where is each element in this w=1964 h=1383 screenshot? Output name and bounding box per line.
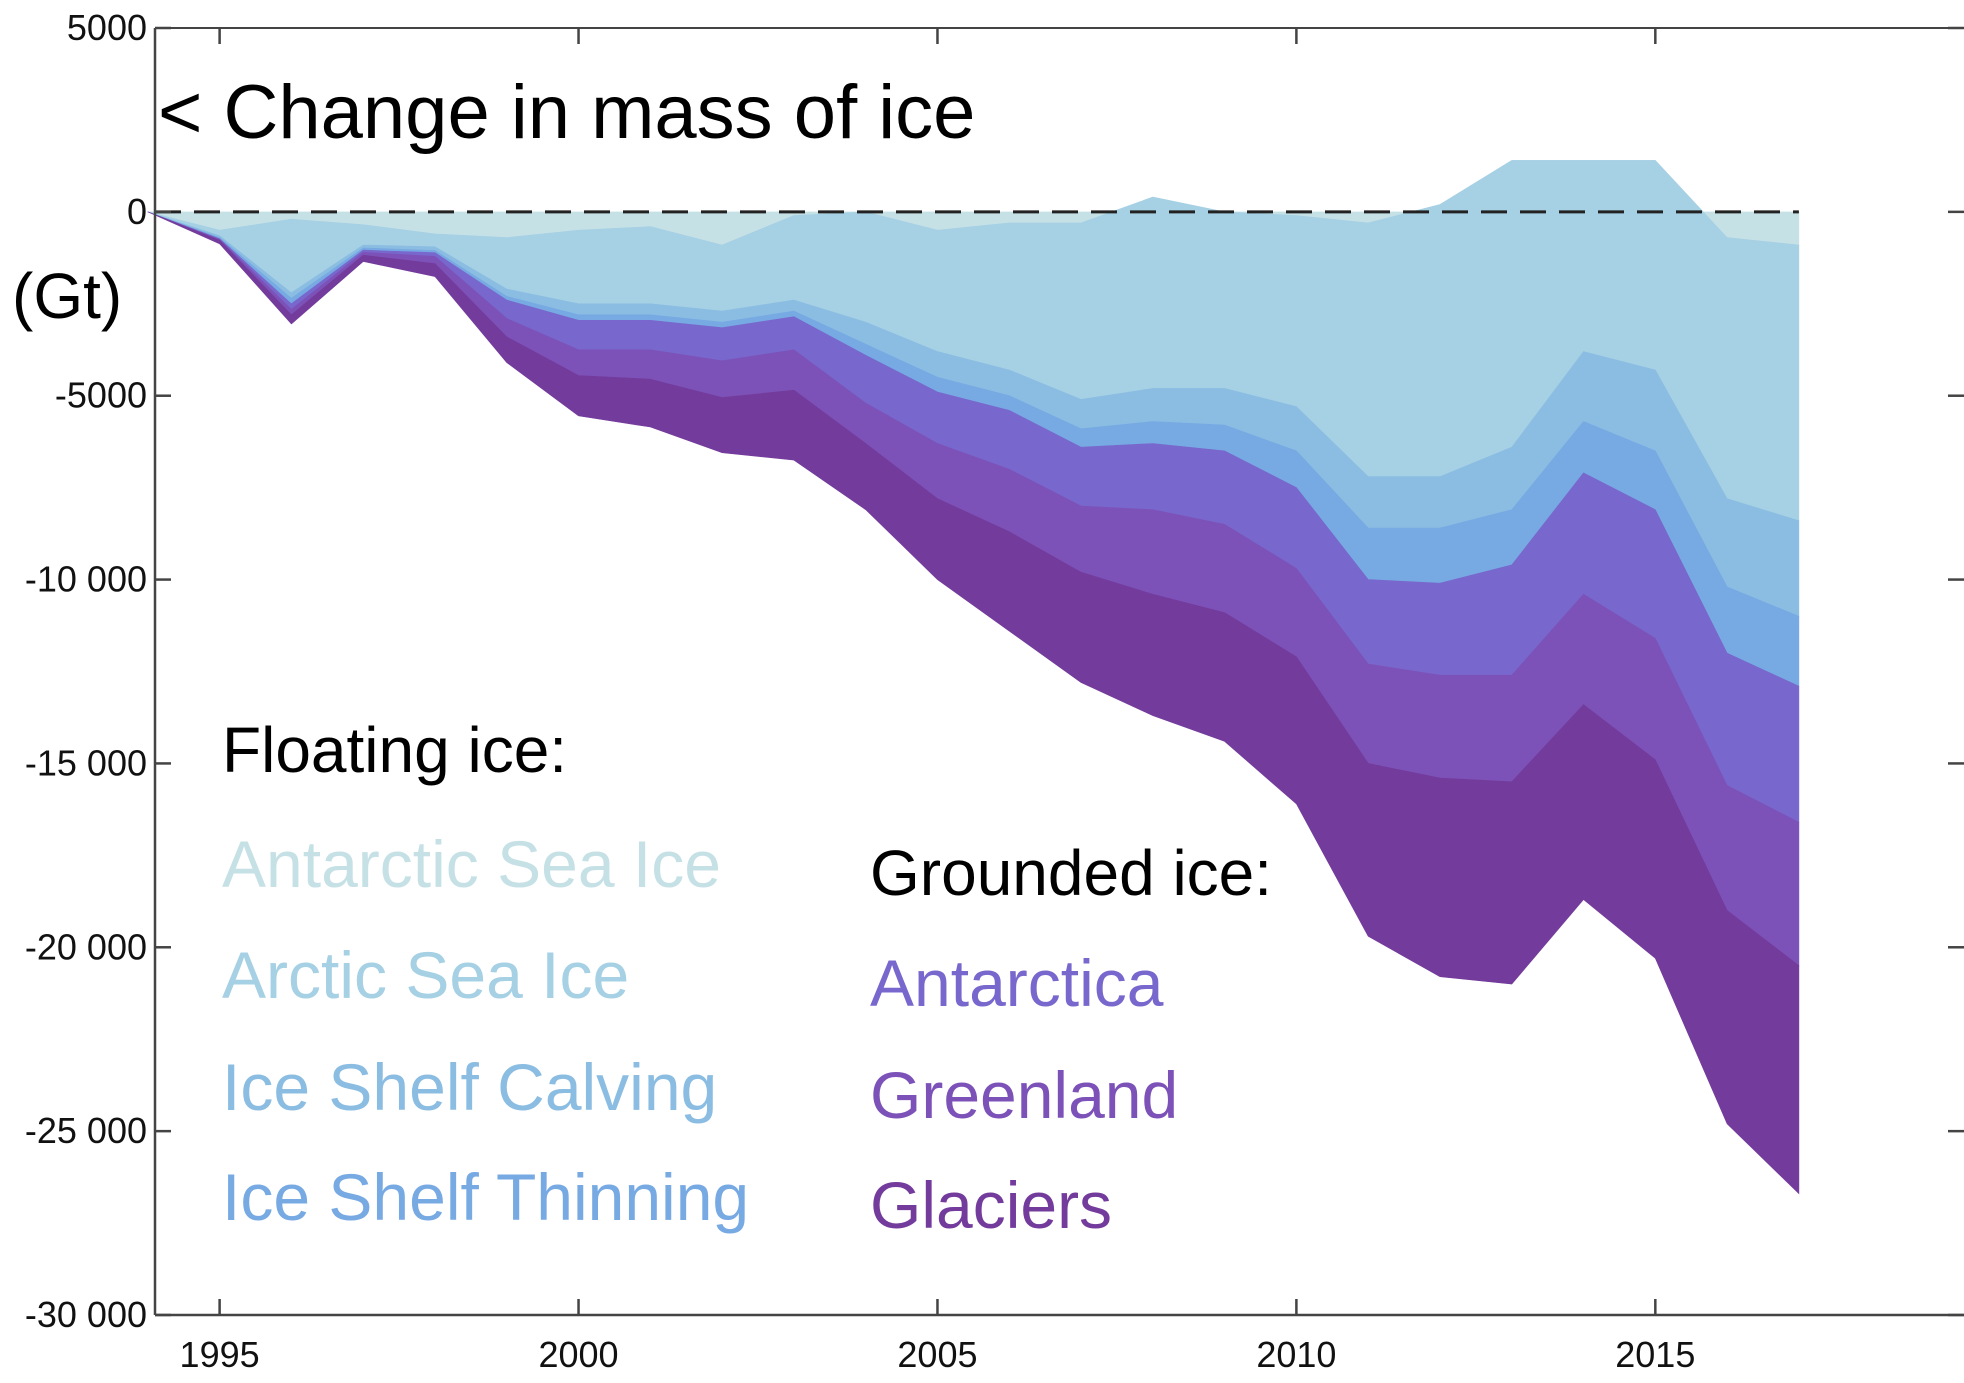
y-tick-label: 5000 xyxy=(67,7,147,48)
y-axis-unit-label: (Gt) xyxy=(12,260,122,332)
x-tick-label: 2005 xyxy=(897,1334,977,1375)
chart-title: < Change in mass of ice xyxy=(158,70,975,155)
y-tick-label: -30 000 xyxy=(25,1294,147,1335)
legend-item-antarctic-sea-ice: Antarctic Sea Ice xyxy=(222,827,721,901)
y-tick-label: 0 xyxy=(127,191,147,232)
y-tick-label: -10 000 xyxy=(25,559,147,600)
legend-item-ice-shelf-thinning: Ice Shelf Thinning xyxy=(222,1160,749,1234)
legend-item-greenland: Greenland xyxy=(870,1058,1178,1132)
y-tick-label: -15 000 xyxy=(25,742,147,783)
x-tick-label: 2015 xyxy=(1615,1334,1695,1375)
legend-floating-heading: Floating ice: xyxy=(222,714,567,786)
legend-item-ice-shelf-calving: Ice Shelf Calving xyxy=(222,1050,717,1124)
area-glaciers xyxy=(147,211,1800,1195)
axes-group: 5000 0 -5000 -10 000 -15 000 -20 000 -25 000 -3… xyxy=(25,7,1964,1375)
legend-item-antarctica: Antarctica xyxy=(870,946,1164,1020)
x-tick-label: 2010 xyxy=(1256,1334,1336,1375)
y-tick-label: -5000 xyxy=(55,375,147,416)
legend-item-glaciers: Glaciers xyxy=(870,1168,1112,1242)
area-series-group xyxy=(147,160,1800,1195)
legend-grounded-heading: Grounded ice: xyxy=(870,837,1272,909)
y-tick-label: -20 000 xyxy=(25,926,147,967)
x-tick-label: 2000 xyxy=(538,1334,618,1375)
x-tick-label: 1995 xyxy=(180,1334,260,1375)
legend-item-arctic-sea-ice: Arctic Sea Ice xyxy=(222,938,629,1012)
y-tick-label: -25 000 xyxy=(25,1110,147,1151)
